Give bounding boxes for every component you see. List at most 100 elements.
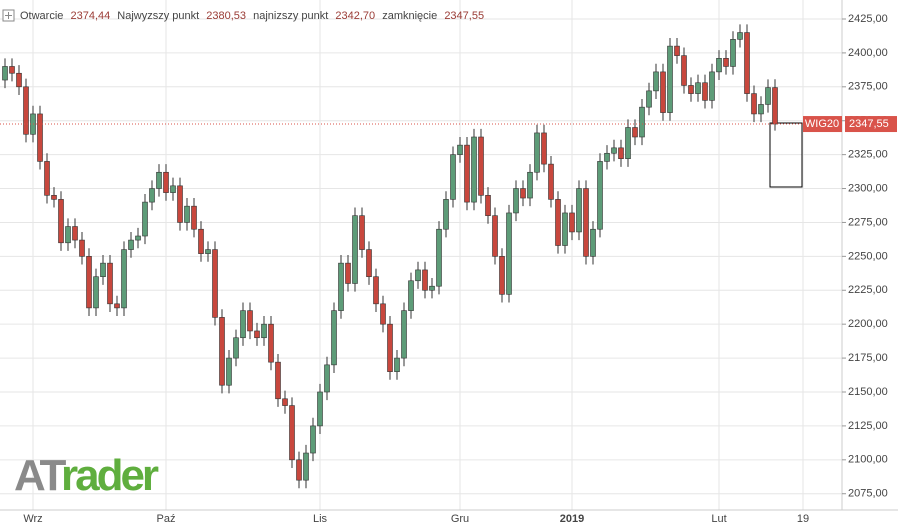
- candle-body: [716, 58, 722, 73]
- candle-body: [9, 66, 15, 74]
- candle-body: [254, 330, 260, 339]
- drawing-rectangle: [769, 122, 803, 188]
- high-label: Najwyzszy punkt: [117, 10, 199, 22]
- last-price-value-box: [845, 116, 897, 133]
- candle-body: [317, 391, 323, 427]
- candle-body: [590, 228, 596, 257]
- candle-body: [541, 132, 547, 165]
- candle-body: [37, 113, 43, 162]
- candle-body: [695, 82, 701, 94]
- candle-body: [289, 405, 295, 461]
- candle-body: [625, 127, 631, 159]
- candle-body: [632, 127, 638, 138]
- candle-body: [156, 171, 162, 189]
- candle-body: [352, 215, 358, 284]
- candle-body: [737, 32, 743, 40]
- candle-body: [562, 212, 568, 246]
- candle-body: [331, 310, 337, 366]
- plot: [0, 24, 842, 489]
- candle-body: [751, 93, 757, 115]
- candle-body: [534, 132, 540, 173]
- candle-body: [261, 323, 267, 339]
- candle-body: [772, 87, 778, 125]
- y-tick-label: 2100,00: [848, 454, 888, 466]
- x-tick-label: Lis: [313, 513, 328, 525]
- candle-body: [702, 82, 708, 101]
- x-tick-label: Paź: [157, 513, 176, 525]
- candle-body: [184, 205, 190, 223]
- candle-body: [205, 249, 211, 254]
- candle-body: [611, 147, 617, 154]
- candle-body: [401, 310, 407, 359]
- candle-body: [86, 256, 92, 309]
- candle-body: [310, 425, 316, 454]
- close-label: zamknięcie: [382, 10, 437, 22]
- low-value: 2342,70: [335, 10, 375, 22]
- y-tick-label: 2175,00: [848, 352, 888, 364]
- candle-body: [226, 357, 232, 386]
- close-value: 2347,55: [444, 10, 484, 22]
- candle-body: [618, 147, 624, 159]
- candle-body: [387, 323, 393, 372]
- candle-body: [324, 364, 330, 393]
- candle-body: [464, 144, 470, 203]
- candle-body: [100, 262, 106, 278]
- candle-body: [548, 163, 554, 200]
- y-tick-label: 2200,00: [848, 318, 888, 330]
- candle-body: [359, 215, 365, 250]
- candle-body: [149, 188, 155, 203]
- y-tick-label: 2125,00: [848, 420, 888, 432]
- candle-body: [583, 188, 589, 257]
- candle-body: [646, 90, 652, 108]
- candle-body: [758, 104, 764, 115]
- candle-body: [268, 323, 274, 363]
- candle-body: [604, 152, 610, 162]
- candle-body: [436, 228, 442, 287]
- candle-body: [121, 249, 127, 309]
- candle-body: [555, 199, 561, 246]
- y-tick-label: 2225,00: [848, 284, 888, 296]
- candle-body: [191, 205, 197, 230]
- ohlc-header: Otwarcie 2374,44 Najwyzszy punkt 2380,53…: [20, 10, 484, 22]
- candle-body: [485, 195, 491, 216]
- candle-body: [282, 398, 288, 406]
- candle-body: [506, 212, 512, 295]
- x-tick-label: Wrz: [23, 513, 42, 525]
- candle-body: [478, 136, 484, 196]
- y-tick-label: 2325,00: [848, 149, 888, 161]
- candle-body: [212, 249, 218, 318]
- candle-body: [107, 262, 113, 305]
- toggle-icon: [5, 12, 12, 19]
- x-tick-label: 19: [797, 513, 809, 525]
- candle-body: [240, 310, 246, 339]
- candle-body: [58, 199, 64, 244]
- low-label: najnizszy punkt: [253, 10, 328, 22]
- candle-body: [366, 249, 372, 278]
- candle-body: [44, 161, 50, 196]
- logo-part: AT: [14, 451, 67, 500]
- y-tick-label: 2400,00: [848, 47, 888, 59]
- candle-body: [51, 195, 57, 200]
- candle-body: [639, 106, 645, 138]
- candle-body: [303, 452, 309, 481]
- candle-body: [219, 317, 225, 386]
- y-tick-label: 2150,00: [848, 386, 888, 398]
- candle-body: [93, 276, 99, 309]
- candle-body: [653, 71, 659, 92]
- candle-body: [429, 285, 435, 291]
- candle-body: [247, 310, 253, 332]
- candle-body: [177, 185, 183, 223]
- candle-body: [765, 87, 771, 105]
- candle-body: [128, 239, 134, 250]
- candle-body: [709, 71, 715, 101]
- candle-body: [233, 337, 239, 359]
- candle-body: [65, 226, 71, 244]
- y-tick-label: 2250,00: [848, 250, 888, 262]
- candle-body: [373, 276, 379, 305]
- candle-body: [492, 215, 498, 257]
- candle-body: [345, 262, 351, 284]
- candle-body: [744, 32, 750, 94]
- candle-body: [170, 185, 176, 193]
- candle-body: [135, 235, 141, 241]
- open-label: Otwarcie: [20, 10, 63, 22]
